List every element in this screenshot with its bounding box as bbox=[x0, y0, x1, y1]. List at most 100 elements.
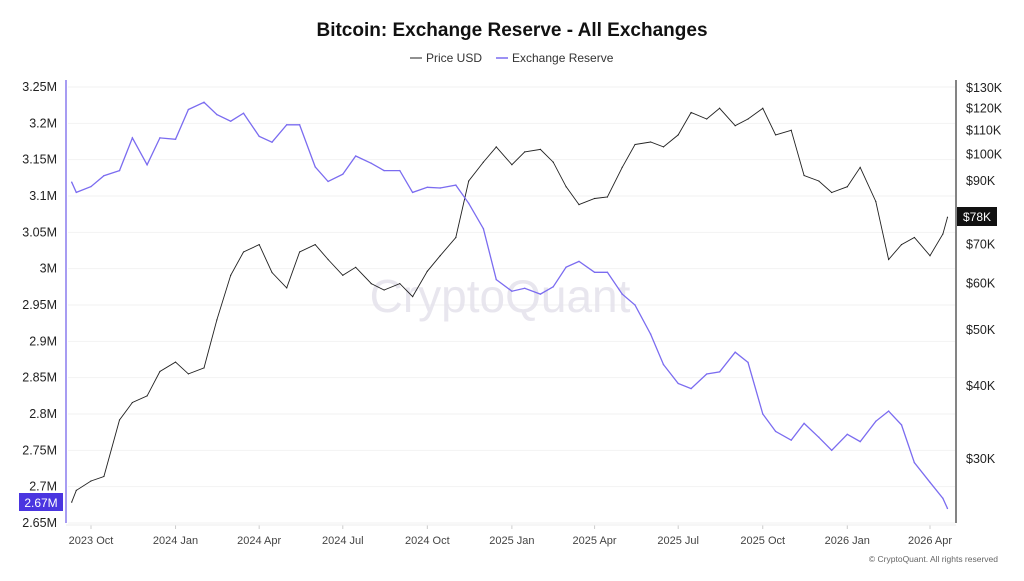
reserve-point bbox=[455, 184, 457, 186]
legend-price-label[interactable]: Price USD bbox=[426, 51, 482, 65]
left-tick-label: 2.8M bbox=[29, 407, 57, 421]
price-point bbox=[286, 287, 288, 289]
left-tick-label: 3.05M bbox=[22, 225, 57, 239]
price-point bbox=[71, 501, 73, 503]
reserve-point bbox=[621, 293, 623, 295]
price-point bbox=[747, 118, 749, 120]
price-point bbox=[762, 107, 764, 109]
left-tick-label: 2.75M bbox=[22, 443, 57, 457]
price-point bbox=[426, 270, 428, 272]
price-point bbox=[482, 161, 484, 163]
price-point bbox=[621, 166, 623, 168]
x-tick-label: 2025 Jul bbox=[657, 535, 699, 547]
price-point bbox=[174, 361, 177, 363]
price-point bbox=[578, 203, 580, 206]
reserve-point bbox=[242, 112, 245, 114]
reserve-point bbox=[187, 108, 190, 111]
price-point bbox=[314, 244, 316, 246]
legend-reserve-label[interactable]: Exchange Reserve bbox=[512, 51, 614, 65]
reserve-point bbox=[327, 180, 329, 183]
reserve-point bbox=[929, 481, 931, 484]
x-axis: 2023 Oct 2024 Jan 2024 Apr 2024 Jul 2024 Oct… bbox=[69, 525, 952, 547]
reserve-point bbox=[677, 382, 679, 385]
reserve-point bbox=[552, 286, 554, 288]
reserve-point bbox=[354, 155, 357, 157]
price-point bbox=[634, 143, 636, 146]
right-tick-label: $30K bbox=[966, 452, 996, 466]
reserve-point bbox=[705, 373, 708, 375]
price-point bbox=[690, 111, 692, 114]
reserve-point bbox=[342, 173, 344, 175]
reserve-point bbox=[774, 430, 777, 433]
reserve-point bbox=[411, 191, 414, 194]
x-tick-label: 2025 Apr bbox=[573, 535, 617, 547]
price-point bbox=[552, 161, 554, 163]
left-tick-label: 3.2M bbox=[29, 116, 57, 130]
price-point bbox=[495, 146, 497, 148]
price-point bbox=[187, 373, 190, 375]
x-tick-label: 2025 Jan bbox=[489, 535, 534, 547]
price-current-badge: $78K bbox=[957, 207, 997, 226]
price-point bbox=[846, 186, 848, 188]
price-point bbox=[90, 480, 92, 482]
reserve-point bbox=[818, 436, 820, 438]
right-tick-label: $130K bbox=[966, 81, 1003, 95]
left-tick-label: 3.15M bbox=[22, 153, 57, 167]
reserve-point bbox=[383, 169, 385, 172]
price-point bbox=[790, 129, 792, 131]
x-tick-label: 2024 Oct bbox=[405, 535, 450, 547]
price-point bbox=[650, 141, 652, 143]
price-point bbox=[258, 244, 260, 246]
left-tick-label: 2.85M bbox=[22, 371, 57, 385]
reserve-point bbox=[859, 440, 861, 443]
reserve-point bbox=[314, 166, 316, 168]
left-tick-label: 2.9M bbox=[29, 334, 57, 348]
price-point bbox=[118, 419, 121, 421]
reserve-point bbox=[606, 271, 609, 273]
price-point bbox=[913, 236, 915, 239]
price-point bbox=[593, 197, 596, 200]
reserve-point bbox=[718, 371, 721, 373]
price-point bbox=[383, 289, 385, 291]
reserve-point bbox=[942, 497, 944, 499]
reserve-point bbox=[762, 413, 764, 415]
watermark: CryptoQuant bbox=[370, 270, 631, 322]
x-tick-label: 2026 Apr bbox=[908, 535, 952, 547]
reserve-point bbox=[258, 135, 260, 138]
left-tick-label: 3.25M bbox=[22, 80, 57, 94]
reserve-point bbox=[524, 287, 526, 289]
price-point bbox=[299, 251, 301, 253]
right-tick-label: $50K bbox=[966, 323, 996, 337]
x-tick-label: 2023 Oct bbox=[69, 535, 114, 547]
legend: Price USD Exchange Reserve bbox=[410, 51, 614, 65]
price-point bbox=[131, 401, 133, 404]
reserve-point bbox=[159, 137, 161, 139]
right-tick-label: $60K bbox=[966, 277, 996, 291]
left-tick-label: 3.1M bbox=[29, 189, 57, 203]
reserve-point bbox=[439, 187, 441, 189]
price-point bbox=[803, 174, 805, 177]
right-tick-label: $120K bbox=[966, 101, 1003, 115]
price-current-label: $78K bbox=[963, 210, 991, 224]
reserve-point bbox=[203, 101, 205, 103]
reserve-point bbox=[90, 185, 92, 188]
reserve-point bbox=[174, 138, 177, 141]
left-axis: 3.25M 3.2M 3.15M 3.1M 3.05M 3M 2.95M 2.9M 2.85M 2… bbox=[22, 80, 57, 530]
price-point bbox=[606, 196, 609, 198]
chart-title: Bitcoin: Exchange Reserve - All Exchange… bbox=[316, 20, 707, 41]
right-tick-label: $40K bbox=[966, 379, 996, 393]
reserve-point bbox=[747, 361, 749, 364]
x-tick-label: 2026 Jan bbox=[825, 535, 870, 547]
price-point bbox=[355, 266, 357, 268]
x-tick-label: 2024 Apr bbox=[237, 535, 281, 547]
reserve-point bbox=[75, 191, 77, 194]
price-point bbox=[455, 236, 457, 239]
price-point bbox=[818, 180, 820, 182]
gridlines bbox=[68, 86, 955, 524]
x-tick-label: 2024 Jul bbox=[322, 535, 364, 547]
price-point bbox=[524, 151, 526, 153]
price-point bbox=[146, 395, 148, 397]
reserve-point bbox=[298, 124, 301, 126]
price-point bbox=[230, 274, 232, 276]
